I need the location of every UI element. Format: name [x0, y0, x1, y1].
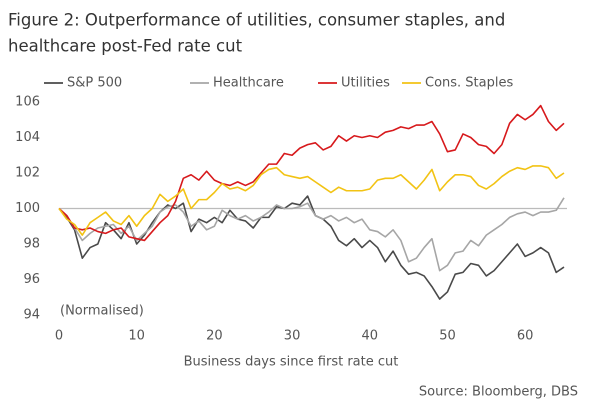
- annotation: (Normalised): [60, 304, 144, 319]
- y-tick-label: 106: [15, 95, 40, 110]
- series-line: [58, 195, 565, 300]
- legend-label: Healthcare: [213, 76, 284, 91]
- x-tick-label: 20: [206, 329, 223, 344]
- chart-title: healthcare post-Fed rate cut: [8, 37, 243, 56]
- legend-label: Cons. Staples: [425, 76, 513, 91]
- y-tick-label: 104: [15, 130, 40, 145]
- series-line: [58, 197, 565, 272]
- legend-label: S&P 500: [67, 76, 122, 91]
- y-tick-label: 102: [15, 166, 40, 181]
- x-tick-label: 40: [361, 329, 378, 344]
- y-tick-label: 94: [23, 308, 40, 323]
- y-tick-label: 96: [23, 272, 40, 287]
- x-tick-label: 30: [284, 329, 301, 344]
- legend-label: Utilities: [341, 76, 390, 91]
- x-tick-label: 0: [55, 329, 63, 344]
- series-line: [58, 165, 565, 236]
- x-axis-label: Business days since first rate cut: [184, 355, 399, 370]
- y-tick-label: 100: [15, 201, 40, 216]
- x-tick-label: 10: [128, 329, 145, 344]
- source: Source: Bloomberg, DBS: [419, 385, 578, 400]
- series-line: [58, 104, 565, 242]
- chart-title: Figure 2: Outperformance of utilities, c…: [8, 11, 505, 30]
- x-tick-label: 50: [439, 329, 456, 344]
- x-tick-label: 60: [517, 329, 534, 344]
- y-tick-label: 98: [23, 237, 40, 252]
